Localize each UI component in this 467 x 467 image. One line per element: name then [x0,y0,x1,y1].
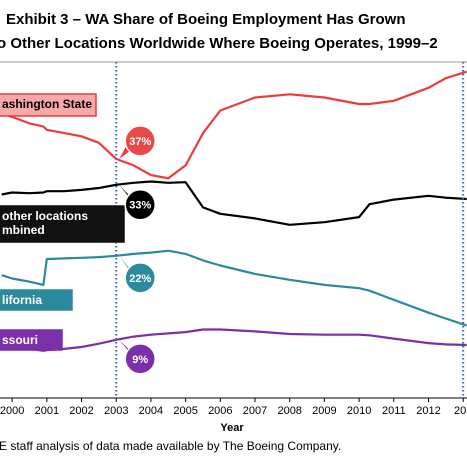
value-label: 9% [132,354,148,366]
value-label: 22% [129,273,151,285]
value-label: 33% [129,200,151,212]
x-tick-label: 2012 [416,405,440,417]
legend-box [0,93,97,117]
series-line [1,180,467,226]
x-tick-label: 2010 [347,405,371,417]
legend-label: ashington State [2,97,92,111]
value-label: 37% [129,136,151,148]
legend-box [0,329,63,351]
x-tick-label: 2005 [173,405,197,417]
legend-box [0,205,125,243]
chart-title: Exhibit 3 – WA Share of Boeing Employmen… [6,11,406,28]
x-tick-label: 2008 [277,405,301,417]
x-tick-label: 2007 [243,405,267,417]
legend-box [0,289,73,311]
x-tick-label: 201 [454,405,467,417]
x-tick-label: 2009 [312,405,336,417]
callout-circle [124,189,156,221]
callout-circle [124,262,156,294]
series-line [1,328,467,352]
legend-label: ssouri [2,333,38,347]
callout-circle [124,343,156,375]
x-tick-label: 2011 [382,405,406,417]
x-tick-label: 2000 [0,405,24,417]
series-line [1,249,467,327]
x-axis-label: Year [220,422,244,434]
legend-label: lifornia [2,293,42,307]
x-tick-label: 2003 [104,405,128,417]
chart-title: o Other Locations Worldwide Where Boeing… [0,35,438,52]
legend-label: other locations mbined [2,209,88,237]
callout-circle [124,125,156,157]
x-tick-label: 2002 [69,405,93,417]
x-tick-label: 2001 [35,405,59,417]
series-line [1,70,467,180]
x-tick-label: 2006 [208,405,232,417]
x-tick-label: 2004 [139,405,163,417]
source-note: E staff analysis of data made available … [0,439,341,453]
